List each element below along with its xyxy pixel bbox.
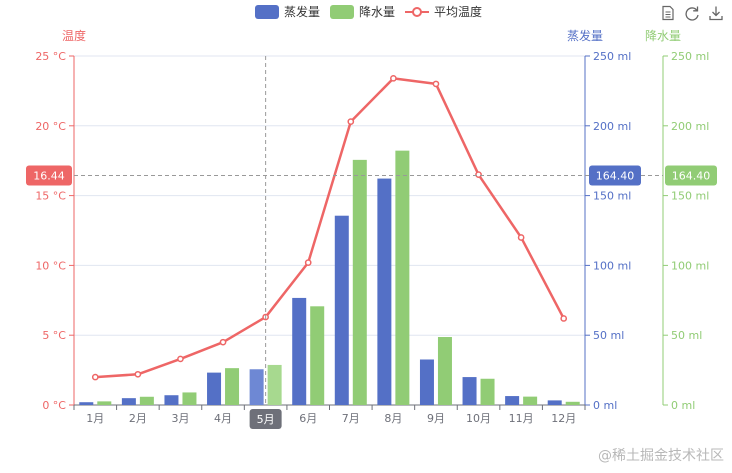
x-pointer-label-bg xyxy=(249,409,282,429)
temperature-tick-label: 25 °C xyxy=(35,50,66,63)
legend-item-precipitation[interactable]: 降水量 xyxy=(330,3,395,20)
x-tick-label: 2月 xyxy=(129,412,147,425)
precipitation-bar xyxy=(310,306,325,405)
precipitation-bar xyxy=(182,392,197,405)
evaporation-bar xyxy=(462,377,477,405)
precipitation-tick-label: 250 ml xyxy=(671,50,709,63)
evaporation-tick-label: 0 ml xyxy=(593,399,617,412)
toolbox xyxy=(660,5,724,21)
evaporation-tick-label: 200 ml xyxy=(593,120,631,133)
evaporation-pointer-label: 164.40 xyxy=(596,169,635,182)
temperature-point xyxy=(390,74,397,82)
temperature-point xyxy=(91,373,99,381)
x-tick-label: 10月 xyxy=(466,412,491,425)
evaporation-bar xyxy=(121,398,136,405)
precipitation-tick-label: 50 ml xyxy=(671,329,702,342)
temperature-point xyxy=(475,171,482,179)
x-tick-label: 12月 xyxy=(551,412,576,425)
temperature-point xyxy=(134,370,142,378)
temperature-point xyxy=(560,315,568,322)
legend-item-temperature[interactable]: 平均温度 xyxy=(405,3,482,20)
evaporation-bar xyxy=(547,400,562,405)
x-tick-label: 4月 xyxy=(214,412,232,425)
evaporation-bar xyxy=(505,396,520,405)
precipitation-bar xyxy=(97,401,112,405)
temperature-point xyxy=(304,259,312,266)
evaporation-axis-name: 蒸发量 xyxy=(567,28,603,43)
evaporation-tick-label: 150 ml xyxy=(593,190,631,203)
evaporation-swatch xyxy=(255,4,279,19)
precipitation-pointer-label-bg xyxy=(665,165,717,186)
precipitation-bar xyxy=(267,364,282,405)
precipitation-bar xyxy=(480,378,495,405)
evaporation-tick-label: 50 ml xyxy=(593,329,624,342)
precipitation-pointer-label: 164.40 xyxy=(672,169,711,182)
x-tick-label: 9月 xyxy=(427,412,445,425)
evaporation-bar xyxy=(79,402,94,405)
temperature-pointer-label-bg xyxy=(26,165,72,186)
x-tick-label: 8月 xyxy=(384,412,402,425)
save-image-icon[interactable] xyxy=(708,5,724,21)
precipitation-bar xyxy=(523,396,538,405)
x-tick-label: 6月 xyxy=(299,412,317,425)
precipitation-tick-label: 200 ml xyxy=(671,120,709,133)
precipitation-bar xyxy=(352,159,367,405)
temperature-axis-name: 温度 xyxy=(62,28,86,43)
x-tick-label: 3月 xyxy=(171,412,189,425)
temperature-tick-label: 20 °C xyxy=(35,120,66,133)
evaporation-bar xyxy=(419,359,434,405)
temperature-point xyxy=(219,338,227,346)
evaporation-pointer-label-bg xyxy=(589,165,641,186)
x-tick-label: 1月 xyxy=(86,412,104,425)
evaporation-bar xyxy=(334,215,349,405)
evaporation-tick-label: 250 ml xyxy=(593,50,631,63)
watermark: @稀土掘金技术社区 xyxy=(598,448,724,464)
precipitation-bar xyxy=(139,396,154,405)
temperature-point xyxy=(177,355,184,363)
temperature-tick-label: 0 °C xyxy=(42,399,66,412)
temperature-tick-label: 10 °C xyxy=(35,259,66,272)
temperature-swatch xyxy=(405,5,430,19)
precipitation-tick-label: 100 ml xyxy=(671,259,709,272)
x-pointer-label: 5月 xyxy=(257,413,275,426)
precipitation-axis-name: 降水量 xyxy=(645,29,681,43)
temperature-pointer-label: 16.44 xyxy=(33,169,65,182)
evaporation-bar xyxy=(207,372,222,405)
temperature-line xyxy=(95,77,565,379)
evaporation-bar xyxy=(377,178,392,405)
temperature-point xyxy=(432,80,440,88)
precipitation-bar xyxy=(437,337,452,405)
x-tick-label: 7月 xyxy=(342,412,360,425)
x-tick-label: 11月 xyxy=(509,412,534,425)
precipitation-swatch xyxy=(330,4,355,19)
precipitation-bar xyxy=(225,368,240,405)
evaporation-bar xyxy=(249,369,264,405)
precipitation-tick-label: 150 ml xyxy=(671,190,709,203)
legend: 蒸发量 降水量 平均温度 xyxy=(255,3,492,20)
legend-label-evaporation: 蒸发量 xyxy=(284,5,321,19)
data-view-icon[interactable] xyxy=(660,5,676,21)
restore-icon[interactable] xyxy=(684,5,700,21)
precipitation-bar xyxy=(395,150,410,405)
legend-label-precipitation: 降水量 xyxy=(359,5,396,19)
legend-label-temperature: 平均温度 xyxy=(434,5,483,19)
temperature-tick-label: 5 °C xyxy=(42,329,66,342)
precipitation-tick-label: 0 ml xyxy=(671,399,695,412)
evaporation-bar xyxy=(164,395,179,405)
temperature-tick-label: 15 °C xyxy=(35,190,66,203)
evaporation-bar xyxy=(292,297,307,405)
evaporation-tick-label: 100 ml xyxy=(593,259,631,272)
precipitation-bar xyxy=(565,401,580,405)
legend-item-evaporation[interactable]: 蒸发量 xyxy=(255,3,320,20)
temperature-point xyxy=(347,118,355,125)
temperature-point xyxy=(517,234,525,241)
